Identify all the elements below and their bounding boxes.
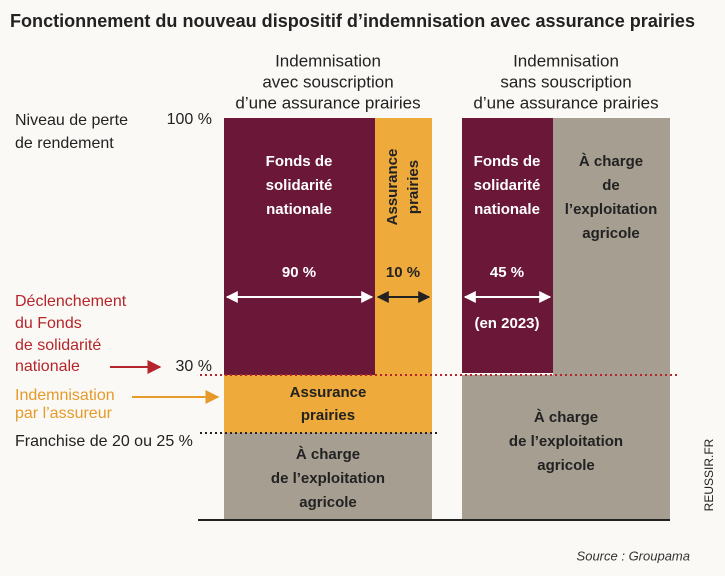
level-label: 100 % (167, 111, 212, 128)
fund-block (224, 118, 375, 375)
fund-block (462, 118, 553, 373)
source: Source : Groupama (577, 548, 690, 563)
title: Fonctionnement du nouveau dispositif d’i… (10, 11, 695, 31)
farm-band (462, 375, 670, 520)
block-text: Fonds de (474, 153, 541, 170)
block-text: solidarité (266, 177, 333, 194)
header-line: d’une assurance prairies (235, 93, 420, 112)
block-text: prairies (405, 160, 422, 214)
header-left: Indemnisation avec souscription d’une as… (235, 51, 420, 112)
block-pct: 90 % (282, 264, 316, 281)
insurer-label: par l’assureur (15, 405, 113, 422)
header-line: Indemnisation (275, 51, 381, 70)
block-text: agricole (537, 457, 595, 474)
header-line: d’une assurance prairies (473, 93, 658, 112)
block-text: agricole (582, 225, 640, 242)
block-text: À charge (579, 153, 643, 170)
block-text: nationale (266, 201, 332, 218)
axis-label: de rendement (15, 135, 114, 152)
trigger-label: du Fonds (15, 315, 82, 332)
block-text: À charge (296, 446, 360, 463)
header-line: sans souscription (500, 72, 631, 91)
block-text: Fonds de (266, 153, 333, 170)
deductible-label: Franchise de 20 ou 25 % (15, 433, 193, 450)
block-text: À charge (534, 409, 598, 426)
farm-block (553, 118, 670, 375)
block-text: solidarité (474, 177, 541, 194)
insurer-band (224, 375, 432, 433)
trigger-label: nationale (15, 358, 80, 375)
block-text: Assurance (290, 384, 367, 401)
block-text: de (602, 177, 620, 194)
trigger-label: Déclenchement (15, 293, 127, 310)
insurer-label: Indemnisation (15, 387, 115, 404)
block-text: nationale (474, 201, 540, 218)
header-line: avec souscription (262, 72, 393, 91)
block-text: agricole (299, 494, 357, 511)
block-text: de l’exploitation (271, 470, 385, 487)
farm-band (224, 433, 432, 520)
block-text: Assurance (384, 149, 401, 226)
block-note: (en 2023) (474, 315, 539, 332)
axis-label: Niveau de perte (15, 112, 128, 129)
block-pct: 10 % (386, 264, 420, 281)
block-text: prairies (301, 407, 355, 424)
block-pct: 45 % (490, 264, 524, 281)
level-label: 30 % (176, 358, 212, 375)
header-line: Indemnisation (513, 51, 619, 70)
watermark: REUSSIR.FR (702, 438, 716, 511)
insurance-block (375, 118, 432, 375)
header-right: Indemnisation sans souscription d’une as… (473, 51, 658, 112)
block-text: l’exploitation (565, 201, 658, 218)
block-text: de l’exploitation (509, 433, 623, 450)
trigger-label: de solidarité (15, 337, 101, 354)
